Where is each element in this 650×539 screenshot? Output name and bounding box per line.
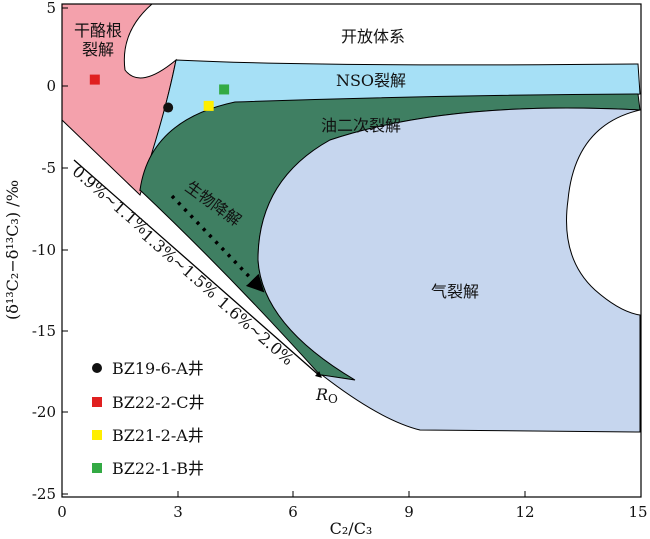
x-tick-label: 6 xyxy=(288,503,298,521)
x-tick-label: 15 xyxy=(628,503,647,521)
y-tick-label: -5 xyxy=(41,159,56,177)
region-label-oil-cracking: 油二次裂解 xyxy=(321,116,401,135)
legend-label: BZ22-1-B井 xyxy=(112,459,204,478)
ro-arrow xyxy=(73,159,322,378)
region-label-kerogen-2: 裂解 xyxy=(82,40,114,59)
region-label-kerogen: 干酪根 xyxy=(74,21,122,40)
y-tick-label: 5 xyxy=(46,0,56,17)
ro-label-main: R xyxy=(315,385,328,404)
y-tick-label: -20 xyxy=(32,403,56,421)
y-tick-label: -25 xyxy=(32,485,56,503)
x-tick-label: 0 xyxy=(57,503,67,521)
y-tick-label: -10 xyxy=(32,241,56,259)
region-label-gas-cracking: 气裂解 xyxy=(431,282,479,301)
data-point xyxy=(89,74,100,85)
y-axis-title: (δ¹³C₂−δ¹³C₃) /‰ xyxy=(3,180,22,320)
x-tick-label: 9 xyxy=(404,503,414,521)
plot-regions xyxy=(62,4,641,433)
x-tick-label: 3 xyxy=(173,503,183,521)
region-labels: 干酪根 裂解 开放体系 NSO裂解 油二次裂解 气裂解 生物降解 xyxy=(74,21,479,301)
y-tick-label: 0 xyxy=(46,77,56,95)
y-tick-label: -15 xyxy=(32,322,56,340)
ro-label: RO xyxy=(315,385,338,406)
legend: BZ19-6-A井 BZ22-2-C井 BZ21-2-A井 BZ22-1-B井 xyxy=(92,359,204,478)
region-label-nso: NSO裂解 xyxy=(336,71,406,90)
legend-marker-bz22-2-c xyxy=(92,397,102,407)
legend-label: BZ19-6-A井 xyxy=(112,359,204,378)
region-gas-cracking xyxy=(257,107,641,433)
region-label-open-system: 开放体系 xyxy=(341,27,405,46)
legend-label: BZ22-2-C井 xyxy=(112,393,204,412)
x-axis: 0 3 6 9 12 15 C₂/C₃ xyxy=(57,491,648,538)
legend-label: BZ21-2-A井 xyxy=(112,426,204,445)
data-point xyxy=(203,100,214,111)
biodegradation-arrow xyxy=(170,194,265,293)
data-points xyxy=(89,74,230,113)
ro-label-sub: O xyxy=(328,392,338,406)
y-axis: 5 0 -5 -10 -15 -20 -25 (δ¹³C₂−δ¹³C₃) /‰ xyxy=(3,0,68,503)
x-tick-label: 12 xyxy=(515,503,534,521)
x-axis-title: C₂/C₃ xyxy=(330,519,373,538)
legend-marker-bz22-1-b xyxy=(92,463,102,473)
data-point xyxy=(219,84,230,95)
data-point xyxy=(163,102,174,113)
legend-marker-bz19-6-a xyxy=(92,363,102,373)
legend-marker-bz21-2-a xyxy=(92,430,102,440)
